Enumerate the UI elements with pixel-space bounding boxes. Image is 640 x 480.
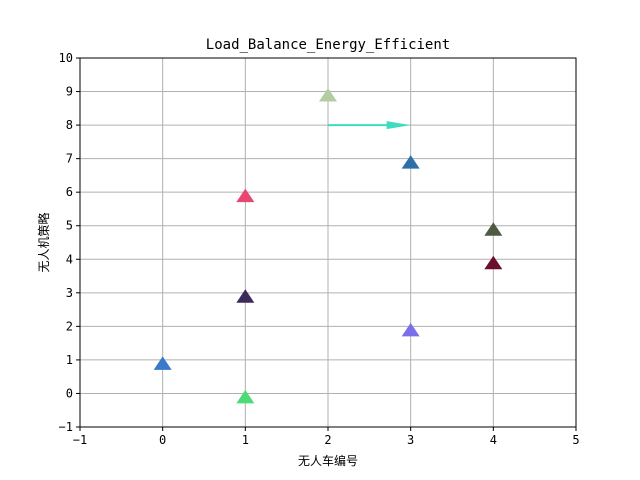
x-tick-label: 3	[407, 433, 414, 447]
y-tick-label: 1	[66, 353, 73, 367]
data-point-triangle	[401, 155, 420, 169]
y-tick-label: 5	[66, 219, 73, 233]
data-point-triangle	[236, 389, 255, 404]
y-tick-label: −1	[59, 420, 73, 434]
data-point-triangle	[236, 188, 255, 203]
x-tick-label: 2	[324, 433, 331, 447]
x-tick-label: −1	[73, 433, 87, 447]
data-point-triangle	[401, 322, 420, 337]
data-point-triangle	[153, 356, 172, 370]
y-tick-label: 2	[66, 319, 73, 333]
x-tick-label: 1	[242, 433, 249, 447]
grid	[79, 57, 577, 428]
x-tick-label: 4	[490, 433, 497, 447]
y-tick-label: 9	[66, 85, 73, 99]
data-point-triangle	[484, 255, 503, 270]
data-point-triangle	[484, 222, 503, 236]
y-axis-label: 无人机策略	[36, 212, 51, 272]
x-tick-label: 5	[572, 433, 579, 447]
y-tick-label: 3	[66, 286, 73, 300]
arrow-head	[386, 121, 411, 130]
y-tick-label: 7	[66, 152, 73, 166]
chart-title: Load_Balance_Energy_Efficient	[206, 37, 450, 53]
y-tick-label: 8	[66, 118, 73, 132]
y-tick-label: 6	[66, 185, 73, 199]
data-point-triangle	[319, 88, 337, 102]
y-tick-label: 10	[59, 51, 73, 65]
axis-ticks: −1 0 1 2 3 4 5 −1 0 1 2 3 4 5 6 7 8 9 10	[59, 51, 580, 447]
x-axis-label: 无人车编号	[298, 453, 358, 468]
x-tick-label: 0	[159, 433, 166, 447]
y-tick-label: 4	[66, 252, 73, 266]
data-marks	[153, 88, 503, 404]
y-tick-label: 0	[66, 386, 73, 400]
data-point-triangle	[236, 289, 255, 303]
